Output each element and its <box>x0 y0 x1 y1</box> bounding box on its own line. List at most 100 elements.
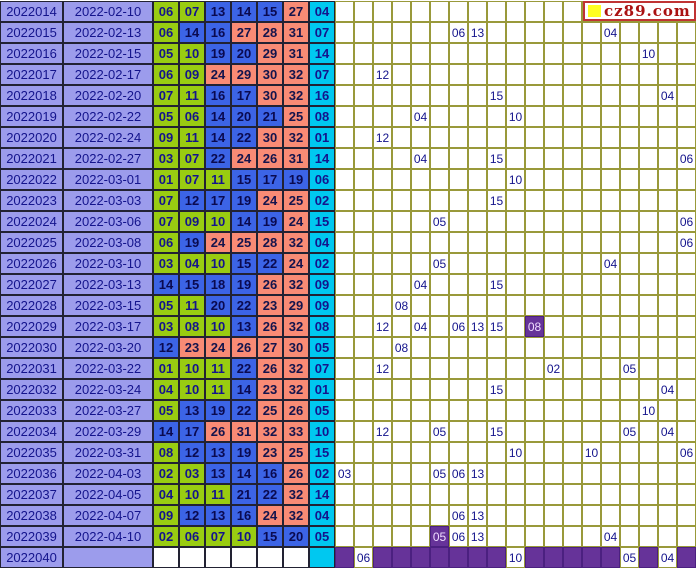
grid-cell <box>335 43 354 64</box>
grid-cell <box>468 148 487 169</box>
grid-cell <box>354 358 373 379</box>
red-ball: 06 <box>153 1 179 22</box>
grid-cell: 02 <box>544 358 563 379</box>
grid-cell <box>411 526 430 547</box>
red-ball: 22 <box>205 148 231 169</box>
blue-ball: 05 <box>309 400 335 421</box>
grid-cell: 06 <box>449 316 468 337</box>
grid-cell <box>449 127 468 148</box>
grid-cell <box>544 169 563 190</box>
grid-cell: 04 <box>601 253 620 274</box>
grid-cell <box>506 43 525 64</box>
grid-cell <box>487 442 506 463</box>
grid-cell <box>392 526 411 547</box>
site-logo[interactable]: cz89.com <box>583 1 696 21</box>
grid-cell <box>335 106 354 127</box>
grid-cell <box>487 253 506 274</box>
grid-cell <box>677 337 696 358</box>
grid-cell <box>677 484 696 505</box>
grid-cell <box>658 64 677 85</box>
grid-cell <box>658 22 677 43</box>
grid-cell: 10 <box>506 106 525 127</box>
grid-cell <box>563 400 582 421</box>
grid-cell <box>373 274 392 295</box>
grid-cell <box>335 358 354 379</box>
grid-cell <box>582 127 601 148</box>
grid-cell <box>373 547 392 568</box>
grid-cell <box>411 400 430 421</box>
grid-cell <box>620 64 639 85</box>
grid-cell <box>354 64 373 85</box>
grid-cell <box>544 211 563 232</box>
blue-ball: 09 <box>309 295 335 316</box>
red-ball: 02 <box>153 526 179 547</box>
red-ball: 26 <box>257 274 283 295</box>
red-ball: 07 <box>179 1 205 22</box>
red-ball: 26 <box>231 337 257 358</box>
grid-cell <box>468 547 487 568</box>
grid-cell <box>335 232 354 253</box>
grid-cell <box>601 274 620 295</box>
grid-cell <box>468 274 487 295</box>
grid-cell <box>430 379 449 400</box>
grid-cell <box>430 484 449 505</box>
grid-cell <box>354 484 373 505</box>
grid-cell <box>601 127 620 148</box>
grid-cell <box>620 463 639 484</box>
grid-cell <box>506 253 525 274</box>
grid-cell <box>544 421 563 442</box>
grid-cell: 12 <box>373 64 392 85</box>
grid-cell: 06 <box>677 232 696 253</box>
grid-cell: 04 <box>658 379 677 400</box>
grid-cell <box>430 442 449 463</box>
grid-cell <box>335 400 354 421</box>
grid-cell <box>487 358 506 379</box>
grid-cell <box>487 1 506 22</box>
table-row: 2022026 2022-03-10 03 04 10 15 22 24 02 05 04 <box>0 253 696 274</box>
red-ball: 25 <box>283 190 309 211</box>
grid-cell <box>430 64 449 85</box>
grid-cell <box>449 400 468 421</box>
grid-cell <box>468 43 487 64</box>
red-ball: 05 <box>153 295 179 316</box>
grid-cell <box>335 253 354 274</box>
grid-cell <box>658 400 677 421</box>
grid-cell <box>468 106 487 127</box>
grid-cell <box>373 22 392 43</box>
blue-ball: 01 <box>309 379 335 400</box>
grid-cell <box>373 379 392 400</box>
blue-ball: 15 <box>309 442 335 463</box>
grid-cell <box>335 526 354 547</box>
red-ball <box>205 547 231 568</box>
red-ball: 32 <box>283 274 309 295</box>
grid-cell <box>563 505 582 526</box>
grid-cell <box>335 379 354 400</box>
blue-ball: 09 <box>309 274 335 295</box>
grid-cell <box>525 22 544 43</box>
grid-cell <box>392 379 411 400</box>
red-ball: 01 <box>153 169 179 190</box>
red-ball: 26 <box>205 421 231 442</box>
red-ball: 07 <box>205 526 231 547</box>
grid-cell <box>449 232 468 253</box>
red-ball: 15 <box>231 253 257 274</box>
grid-cell <box>487 526 506 547</box>
grid-cell <box>487 127 506 148</box>
table-row: 2022031 2022-03-22 01 10 11 22 26 32 07 12 02 05 <box>0 358 696 379</box>
red-ball: 04 <box>153 379 179 400</box>
grid-cell <box>430 22 449 43</box>
grid-cell <box>430 127 449 148</box>
date-cell: 2022-03-15 <box>63 295 153 316</box>
table-row: 2022017 2022-02-17 06 09 24 29 30 32 07 12 <box>0 64 696 85</box>
grid-cell <box>677 400 696 421</box>
red-ball: 10 <box>231 526 257 547</box>
grid-cell <box>506 505 525 526</box>
red-ball: 15 <box>179 274 205 295</box>
grid-cell: 04 <box>601 22 620 43</box>
grid-cell <box>392 274 411 295</box>
grid-cell <box>582 379 601 400</box>
grid-cell <box>354 400 373 421</box>
grid-cell <box>392 547 411 568</box>
red-ball: 30 <box>257 127 283 148</box>
